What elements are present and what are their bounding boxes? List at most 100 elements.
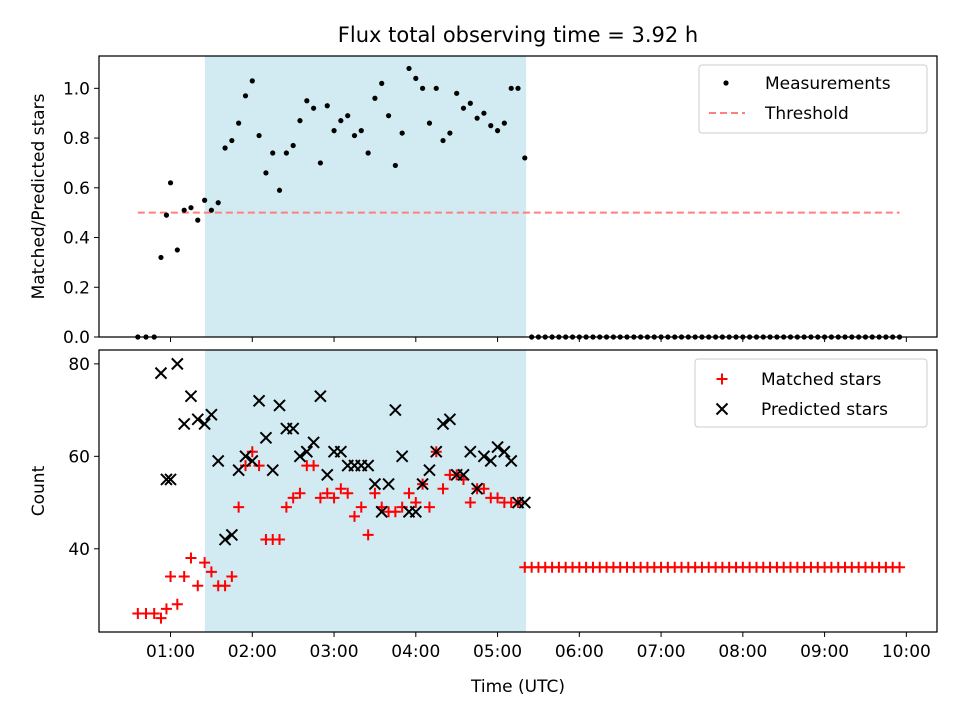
matched-star-marker: [389, 506, 401, 518]
predicted-star-marker: [361, 459, 375, 472]
measurement-point: [163, 212, 170, 218]
legend-predicted-marker: [715, 402, 729, 416]
measurement-point: [304, 98, 310, 104]
predicted-star-markers: [154, 357, 531, 546]
measurement-point: [256, 132, 262, 139]
matched-star-marker: [274, 534, 286, 546]
matched-star-marker: [240, 460, 252, 472]
measurement-point: [379, 80, 385, 86]
measurement-point: [215, 200, 221, 206]
legend-matched-marker: [716, 373, 728, 385]
time-x-axis-label: Time (UTC): [470, 677, 565, 697]
measurement-point: [283, 150, 289, 156]
matched-star-marker: [178, 571, 190, 583]
measurement-point: [174, 247, 180, 253]
predicted-star-marker: [259, 431, 273, 445]
matched-star-marker: [894, 561, 906, 573]
matched-star-marker: [185, 552, 197, 564]
legend-matched-label: Matched stars: [761, 370, 881, 390]
count-legend-box: [694, 358, 928, 428]
matched-star-marker: [226, 571, 238, 583]
predicted-star-marker: [286, 422, 300, 435]
matched-star-marker: [160, 603, 172, 615]
y-tick-label: 80: [68, 355, 90, 375]
measurement-point: [474, 115, 480, 121]
predicted-star-marker: [382, 477, 395, 491]
measurement-point: [276, 187, 283, 193]
matched-star-marker: [437, 483, 449, 495]
predicted-star-marker: [273, 399, 286, 412]
measurement-point: [460, 105, 467, 111]
matched-star-marker: [423, 501, 435, 513]
legend-threshold-label: Threshold: [764, 104, 849, 124]
ratio-panel-frame: [98, 55, 938, 338]
matched-star-marker: [348, 510, 360, 522]
measurement-point: [195, 217, 201, 223]
matched-star-marker: [396, 501, 408, 513]
predicted-star-marker: [171, 357, 184, 371]
measurement-point: [433, 85, 439, 91]
predicted-star-marker: [184, 390, 198, 403]
matched-star-marker: [308, 460, 320, 472]
matched-star-marker: [205, 566, 217, 578]
predicted-star-marker: [218, 533, 232, 546]
matched-star-marker: [148, 608, 160, 620]
y-tick-label: 1.0: [63, 79, 90, 99]
measurement-point: [481, 110, 487, 116]
predicted-star-marker: [484, 454, 497, 468]
predicted-star-marker: [266, 463, 279, 477]
x-tick-label: 01:00: [146, 642, 195, 662]
measurement-point: [426, 120, 433, 126]
predicted-star-marker: [321, 468, 334, 482]
predicted-star-marker: [368, 477, 382, 491]
predicted-star-marker: [430, 445, 443, 458]
measurement-point: [229, 137, 235, 144]
measurement-point: [399, 130, 405, 136]
predicted-star-marker: [232, 463, 245, 477]
predicted-star-marker: [252, 394, 266, 408]
predicted-star-marker: [246, 454, 259, 468]
ratio-panel: 0.0 0.2 0.4 0.6 0.8 1.0 Matched/Predicted sta…: [29, 55, 938, 348]
y-tick-label: 60: [68, 447, 90, 467]
measurement-point: [467, 100, 473, 106]
x-tick-label: 10:00: [882, 642, 931, 662]
measurement-point: [263, 170, 269, 176]
measurement-point: [440, 137, 446, 144]
ratio-legend: Measurements Threshold: [698, 64, 928, 134]
predicted-star-marker: [389, 403, 402, 417]
measurement-point: [454, 90, 460, 96]
y-tick-label: 0.6: [63, 179, 90, 199]
matched-star-marker: [478, 483, 490, 495]
predicted-star-marker: [457, 468, 470, 482]
count-panel: 40 60 80 01:00 02:00 03:00 04:00 05:00 06:00 07:…: [29, 349, 938, 697]
predicted-star-marker: [423, 463, 436, 477]
measurement-point: [345, 113, 351, 119]
measurement-point: [419, 85, 426, 91]
ratio-legend-box: [698, 64, 928, 134]
matched-star-marker: [314, 492, 326, 504]
measurement-point: [365, 150, 371, 156]
x-tick-label: 04:00: [391, 642, 440, 662]
predicted-star-marker: [395, 450, 409, 463]
measurement-point: [249, 78, 255, 84]
predicted-star-marker: [307, 436, 320, 449]
predicted-star-marker: [154, 366, 168, 380]
legend-plus-glyph: [716, 373, 728, 385]
predicted-star-marker: [409, 505, 423, 519]
measurement-point: [242, 93, 249, 99]
measurement-point: [494, 128, 501, 134]
matched-star-marker: [328, 492, 340, 504]
predicted-star-marker: [239, 450, 252, 463]
legend-cross-glyph: [715, 402, 729, 416]
predicted-star-marker: [314, 390, 327, 403]
predicted-star-marker: [464, 445, 477, 458]
count-y-ticks: 40 60 80: [68, 355, 99, 560]
measurement-point: [236, 120, 242, 126]
measurement-point: [188, 205, 194, 211]
count-panel-frame: [98, 349, 938, 633]
measurement-point: [167, 180, 174, 186]
matched-star-marker: [369, 487, 381, 499]
y-tick-label: 40: [68, 540, 90, 560]
matched-star-marker: [362, 529, 374, 541]
